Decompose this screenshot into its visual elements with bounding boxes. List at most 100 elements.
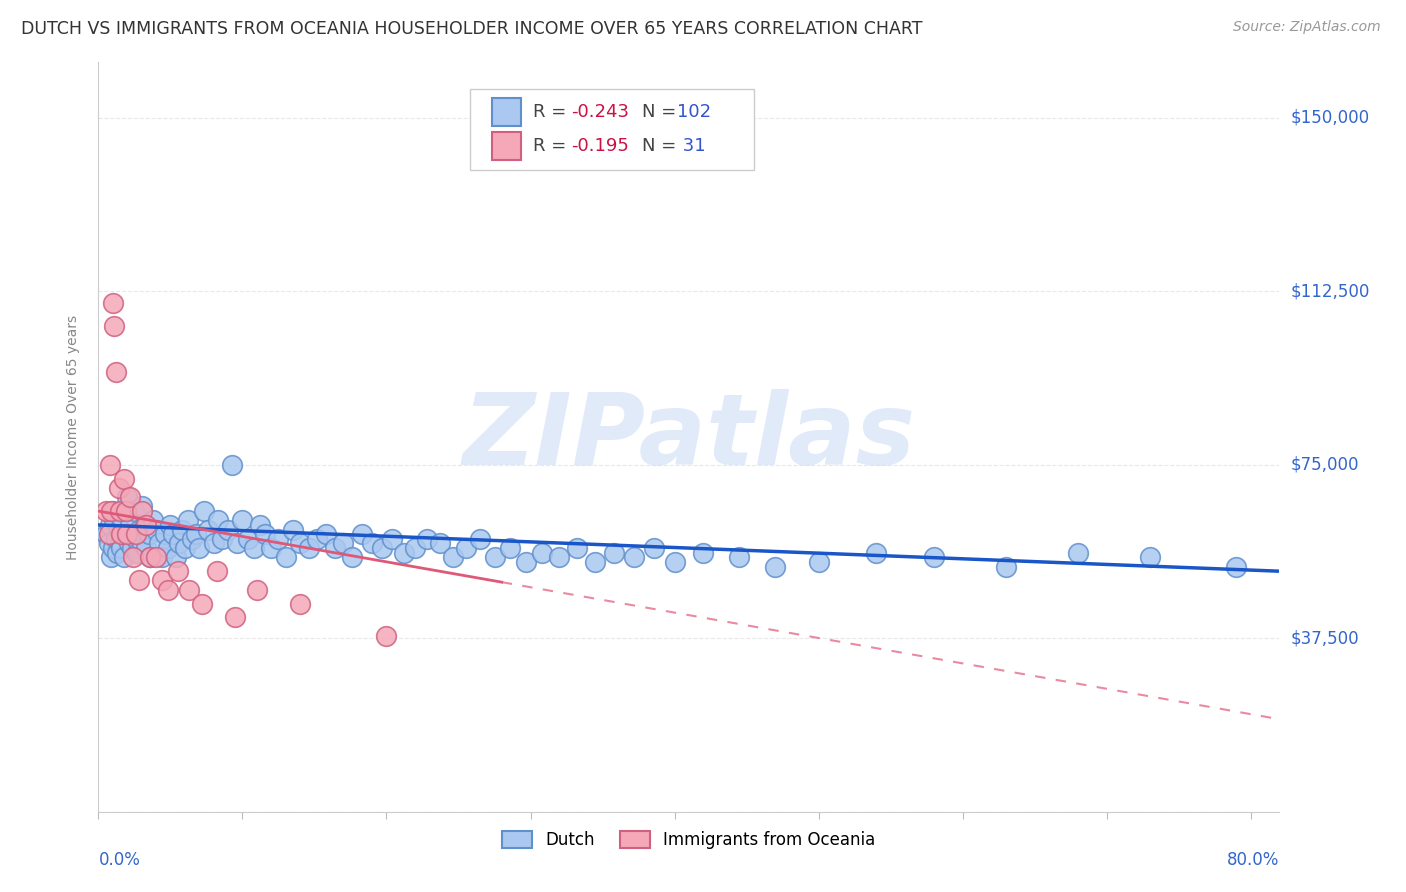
Point xyxy=(179,582,201,597)
Point xyxy=(104,532,127,546)
Point xyxy=(112,550,135,565)
Point xyxy=(231,513,253,527)
Point xyxy=(138,527,160,541)
Point xyxy=(103,319,125,334)
Point xyxy=(375,629,398,643)
FancyBboxPatch shape xyxy=(492,132,522,161)
Point xyxy=(332,536,354,550)
Point xyxy=(361,536,384,550)
Point xyxy=(249,518,271,533)
Point xyxy=(267,532,290,546)
Point xyxy=(114,504,136,518)
Point xyxy=(254,527,277,541)
Point xyxy=(156,541,179,555)
Point xyxy=(205,564,228,578)
Text: N =: N = xyxy=(641,137,676,155)
Point xyxy=(104,365,127,379)
Point xyxy=(807,555,830,569)
Point xyxy=(188,541,211,555)
Point xyxy=(166,564,188,578)
Point xyxy=(145,523,167,537)
Point xyxy=(515,555,537,569)
Point xyxy=(110,527,132,541)
Point xyxy=(107,481,129,495)
Point xyxy=(101,296,124,310)
Point xyxy=(350,527,373,541)
Text: -0.195: -0.195 xyxy=(571,137,628,155)
Point xyxy=(159,518,181,533)
Point xyxy=(94,504,117,518)
Point xyxy=(692,546,714,560)
Point xyxy=(153,527,176,541)
Point xyxy=(101,541,124,555)
Point xyxy=(108,508,131,523)
Point xyxy=(246,582,269,597)
Point xyxy=(121,541,143,555)
Point xyxy=(100,504,122,518)
Point xyxy=(107,523,129,537)
Point xyxy=(100,550,122,565)
Point xyxy=(122,550,145,565)
Point xyxy=(381,532,404,546)
Point xyxy=(664,555,686,569)
Point xyxy=(441,550,464,565)
Point xyxy=(177,513,200,527)
Point xyxy=(124,504,146,518)
Point xyxy=(217,523,239,537)
Text: $150,000: $150,000 xyxy=(1291,109,1369,127)
Point xyxy=(125,532,148,546)
Point xyxy=(238,532,260,546)
Point xyxy=(603,546,626,560)
Point xyxy=(288,536,311,550)
Point xyxy=(112,472,135,486)
Point xyxy=(170,523,193,537)
Point xyxy=(120,490,142,504)
Text: R =: R = xyxy=(533,103,572,121)
Point xyxy=(181,532,204,546)
Point xyxy=(142,513,165,527)
Point xyxy=(499,541,522,555)
Point xyxy=(97,527,120,541)
Point xyxy=(150,550,173,565)
Text: -0.243: -0.243 xyxy=(571,103,628,121)
Point xyxy=(173,541,195,555)
Text: ZIPatlas: ZIPatlas xyxy=(463,389,915,485)
Point xyxy=(134,518,156,533)
Point xyxy=(94,527,117,541)
Point xyxy=(167,536,190,550)
Point xyxy=(1225,559,1247,574)
Point xyxy=(108,504,131,518)
Point xyxy=(243,541,266,555)
Point xyxy=(404,541,426,555)
Point xyxy=(922,550,945,565)
Point xyxy=(298,541,321,555)
Point xyxy=(127,546,149,560)
Point xyxy=(135,541,157,555)
Point xyxy=(1139,550,1161,565)
Point xyxy=(548,550,571,565)
Point xyxy=(623,550,645,565)
Point xyxy=(865,546,887,560)
Point xyxy=(315,527,337,541)
Point xyxy=(131,536,153,550)
Text: DUTCH VS IMMIGRANTS FROM OCEANIA HOUSEHOLDER INCOME OVER 65 YEARS CORRELATION CH: DUTCH VS IMMIGRANTS FROM OCEANIA HOUSEHO… xyxy=(21,20,922,37)
Point xyxy=(994,559,1017,574)
Text: 80.0%: 80.0% xyxy=(1227,851,1279,869)
Text: Source: ZipAtlas.com: Source: ZipAtlas.com xyxy=(1233,20,1381,34)
Point xyxy=(274,550,297,565)
Point xyxy=(202,536,225,550)
Text: $37,500: $37,500 xyxy=(1291,629,1360,648)
Point xyxy=(307,532,329,546)
Point xyxy=(108,536,131,550)
Text: $112,500: $112,500 xyxy=(1291,283,1369,301)
Point xyxy=(162,527,184,541)
FancyBboxPatch shape xyxy=(492,98,522,127)
Point xyxy=(150,574,173,588)
Point xyxy=(128,523,150,537)
Point xyxy=(1067,546,1090,560)
Point xyxy=(115,527,138,541)
Point xyxy=(148,536,170,550)
Point xyxy=(454,541,477,555)
Point xyxy=(118,536,141,550)
Point xyxy=(101,504,124,518)
